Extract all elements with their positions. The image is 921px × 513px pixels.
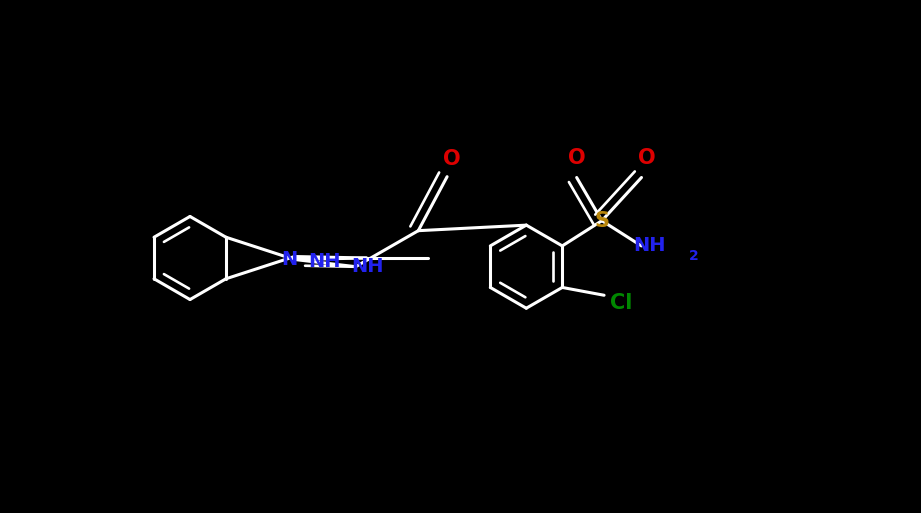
Text: NH: NH bbox=[352, 257, 384, 276]
Text: O: O bbox=[443, 149, 460, 169]
Text: O: O bbox=[568, 148, 586, 168]
Text: O: O bbox=[637, 148, 655, 168]
Text: Cl: Cl bbox=[610, 293, 632, 313]
Text: S: S bbox=[594, 211, 610, 231]
Text: 2: 2 bbox=[689, 249, 698, 263]
Text: NH: NH bbox=[634, 236, 666, 255]
Text: NH: NH bbox=[309, 252, 341, 271]
Text: N: N bbox=[281, 250, 297, 269]
